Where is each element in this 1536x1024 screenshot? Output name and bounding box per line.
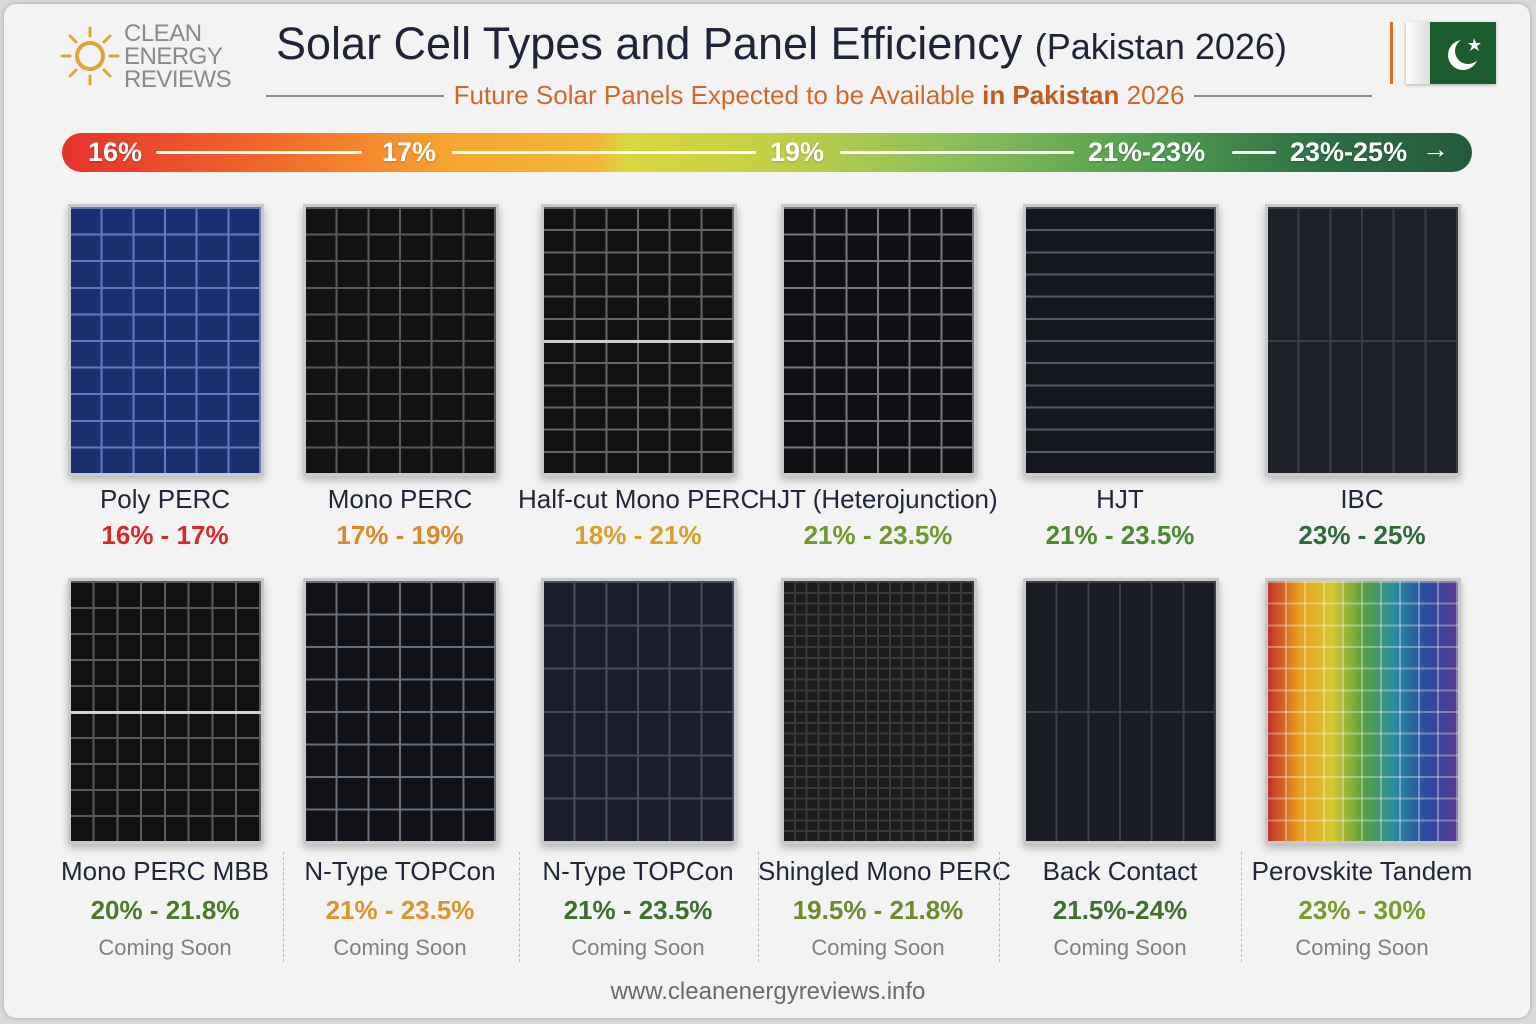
panel-name: HJT (Heterojunction) [758,484,998,514]
status-label: Coming Soon [811,935,945,960]
status-label: Coming Soon [571,935,705,960]
solar-panel-image [68,578,264,844]
logo-text: CLEAN ENERGY REVIEWS [124,20,232,93]
efficiency-scale-bar: 16% 17% 19% 21%-23% 23%-25% → [62,133,1472,172]
title-suffix: (Pakistan 2026) [1034,26,1287,67]
efficiency-range: 23% - 30% [1298,895,1426,925]
panel-name: Half-cut Mono PERC [518,484,760,514]
panel-name: Mono PERC MBB [60,856,270,886]
efficiency-range: 21% - 23.5% [1045,520,1195,550]
subtitle-text: Future Solar Panels Expected to be Avail… [453,80,1185,110]
panel-name: Perovskite Tandem [1251,856,1473,886]
panel-name: IBC [1340,484,1384,514]
scale-label: 17% [382,137,437,167]
solar-panel-image [541,204,737,476]
divider [1390,22,1393,84]
solar-panel-image [303,578,499,844]
scale-label: 16% [88,137,143,167]
divider [266,94,444,97]
solar-panel-image [68,204,264,476]
solar-panel-image [1023,578,1219,844]
scale-label: 21%-23% [1088,137,1206,167]
solar-panel-image [781,204,977,476]
panel-name: Mono PERC [327,484,473,514]
solar-panel-image [1265,204,1461,476]
scale-label: 19% [770,137,825,167]
pakistan-flag-icon [1406,22,1496,84]
solar-panel-image [303,204,499,476]
efficiency-range: 21% - 23.5% [563,895,713,925]
column-divider [1241,852,1242,962]
infographic-card [4,4,1530,1018]
panel-name: N-Type TOPCon [542,856,734,886]
logo-line: ENERGY [124,43,223,70]
status-label: Coming Soon [1295,935,1429,960]
efficiency-range: 21% - 23.5% [325,895,475,925]
efficiency-range: 21% - 23.5% [803,520,953,550]
solar-panel-image [1023,204,1219,476]
efficiency-range: 18% - 21% [574,520,702,550]
column-divider [758,852,759,962]
scale-line [1232,151,1276,154]
panel-name: Shingled Mono PERC [758,856,1011,886]
logo-line: CLEAN [124,20,202,47]
efficiency-range: 23% - 25% [1298,520,1426,550]
solar-panel-image [781,578,977,844]
status-label: Coming Soon [1053,935,1187,960]
subtitle: Future Solar Panels Expected to be Avail… [266,80,1373,111]
scale-line [452,151,756,154]
scale-line [840,151,1074,154]
column-divider [999,852,1000,962]
status-label: Coming Soon [333,935,467,960]
efficiency-range: 19.5% - 21.8% [792,895,964,925]
solar-panel-image [541,578,737,844]
footer-url[interactable]: www.cleanenergyreviews.info [610,978,926,1005]
efficiency-range: 17% - 19% [336,520,464,550]
efficiency-range: 20% - 21.8% [90,895,240,925]
title-main: Solar Cell Types and Panel Efficiency [276,18,1023,69]
status-label: Coming Soon [98,935,232,960]
panel-name: HJT [1096,484,1144,514]
efficiency-range: 16% - 17% [101,520,229,550]
panel-name: Poly PERC [99,484,231,514]
divider [1194,94,1373,97]
page-title: Solar Cell Types and Panel Efficiency (P… [276,18,1287,70]
scale-label: 23%-25% [1290,137,1408,167]
arrow-icon: → [1422,134,1449,164]
sun-icon [60,26,120,86]
column-divider [519,852,520,962]
panel-name: N-Type TOPCon [304,856,496,886]
column-divider [282,852,284,962]
efficiency-range: 21.5%-24% [1052,895,1188,925]
logo-line: REVIEWS [124,66,232,93]
solar-panel-image [1265,578,1461,844]
logo: CLEAN ENERGY REVIEWS [58,20,248,96]
panel-name: Back Contact [1042,856,1198,886]
scale-line [156,151,362,154]
